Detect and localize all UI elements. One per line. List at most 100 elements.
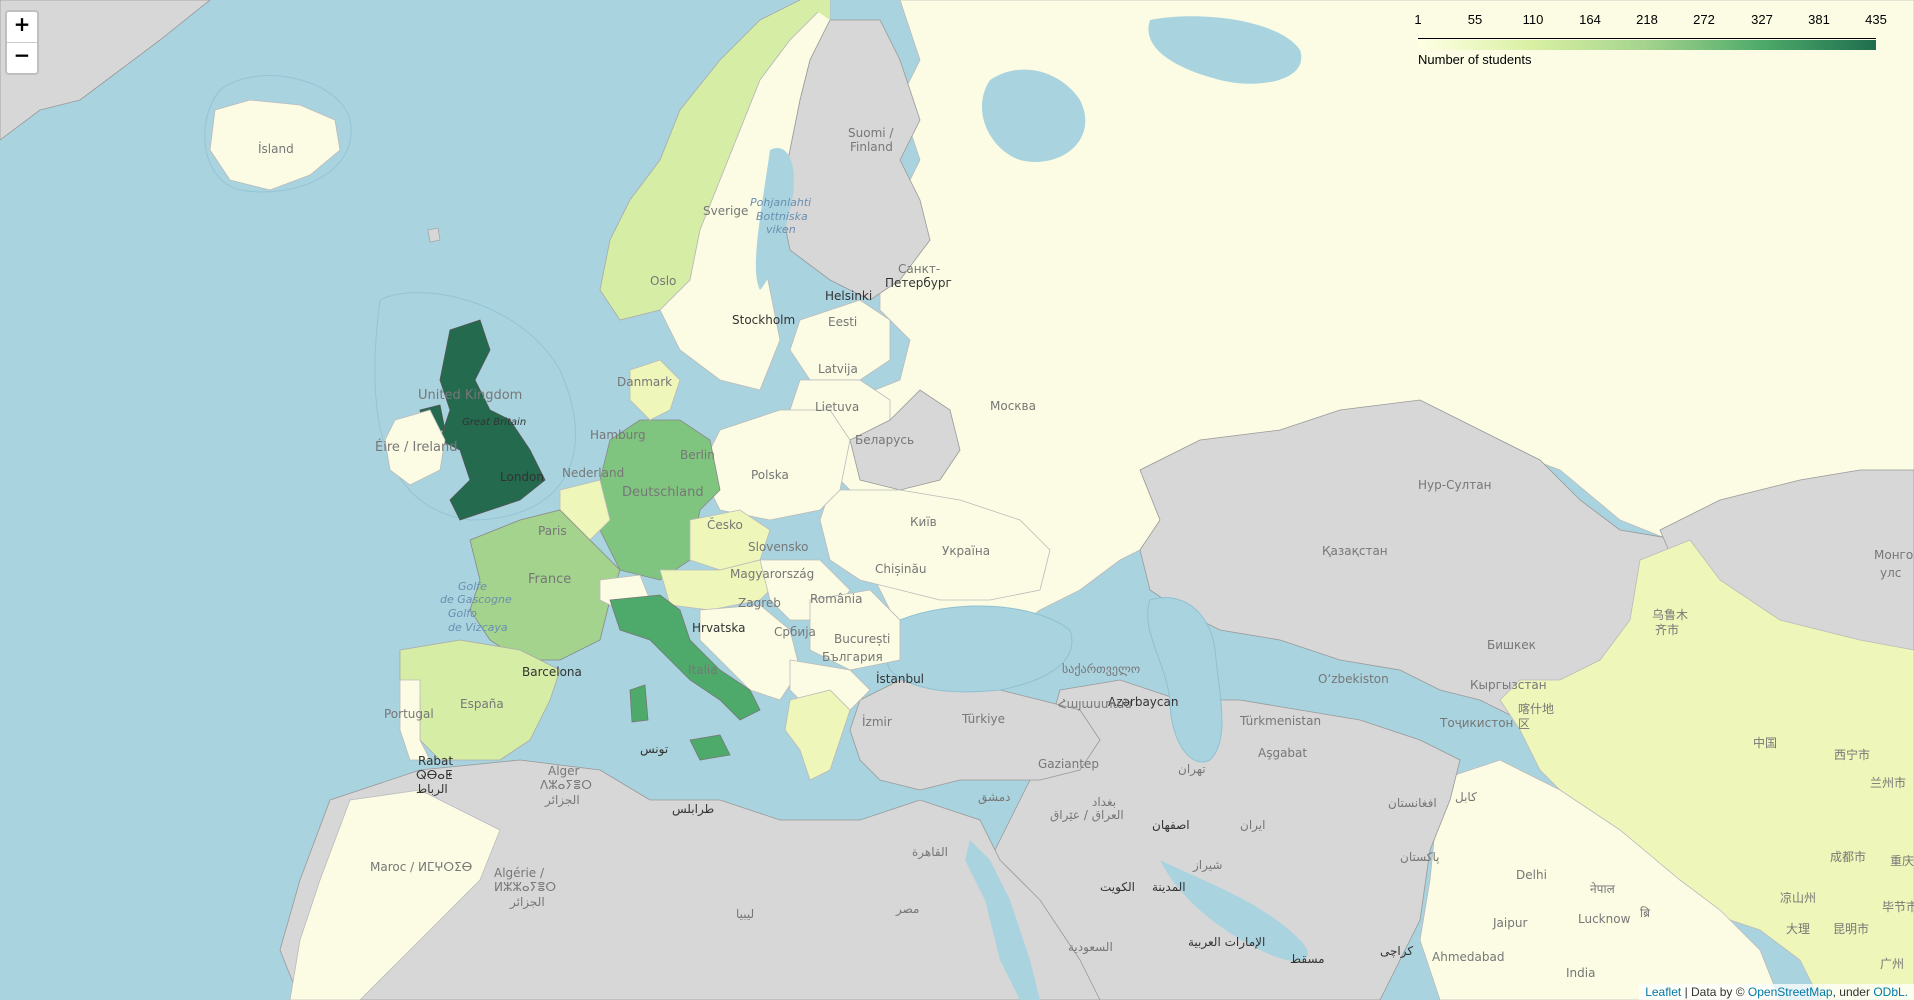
map-label: Italia xyxy=(688,663,718,677)
map-label: United Kingdom xyxy=(418,388,523,403)
region-italy xyxy=(609,594,761,721)
map-label: 喀什地 xyxy=(1518,702,1555,716)
map-label: دمشق xyxy=(978,790,1011,804)
map-label: 西宁市 xyxy=(1834,748,1871,762)
map-label: تونس xyxy=(640,742,669,756)
attribution-text: | Data by © xyxy=(1681,985,1748,999)
map-label: المدينة xyxy=(1152,880,1186,894)
region-finland xyxy=(779,19,931,301)
map-label: Pohjanlahti xyxy=(750,196,812,209)
map-label: الكويت xyxy=(1100,880,1135,894)
map-label: 大理 xyxy=(1786,922,1811,936)
map-label: Golfo xyxy=(448,607,477,620)
map-label: ⵍⵣⵣⴰⵢⴻⵔ xyxy=(494,880,557,894)
map-label: Бишкек xyxy=(1487,638,1536,652)
map-label: Zagreb xyxy=(738,596,781,610)
map-label: Ahmedabad xyxy=(1432,950,1505,964)
map-label: ليبيا xyxy=(736,907,755,921)
map-label: اصفهان xyxy=(1152,818,1190,832)
map-label: ब्रि xyxy=(1640,906,1650,920)
map-label: Česko xyxy=(707,518,743,532)
map-label: شیراز xyxy=(1193,858,1223,872)
map-label: India xyxy=(1566,966,1596,980)
map-label: España xyxy=(460,697,504,711)
legend-tick: 110 xyxy=(1522,12,1544,27)
map-label: کراچی xyxy=(1380,944,1414,958)
odbl-link[interactable]: ODbL. xyxy=(1873,985,1908,999)
map-label: Portugal xyxy=(384,707,434,721)
region-ireland xyxy=(384,409,446,486)
legend-tick: 272 xyxy=(1693,12,1715,27)
legend-tick: 55 xyxy=(1467,12,1483,27)
zoom-in-button[interactable]: + xyxy=(13,12,31,36)
map-label: پاکستان xyxy=(1400,850,1440,864)
map-label: Suomi / xyxy=(848,126,894,140)
map-label: الجزائر xyxy=(545,793,580,807)
map-label: Hamburg xyxy=(590,428,646,442)
osm-link[interactable]: OpenStreetMap xyxy=(1747,985,1833,999)
map-label: ⴷⵣⴰⵢⴻⵔ xyxy=(540,778,592,792)
map-label: İstanbul xyxy=(876,672,925,686)
map-label: Türkiye xyxy=(962,712,1005,726)
map-label: بغداد xyxy=(1092,795,1117,809)
map-label: Alger xyxy=(548,764,580,778)
legend-tick: 327 xyxy=(1751,12,1773,27)
map-label: Беларусь xyxy=(855,433,915,447)
map-label: Aşgabat xyxy=(1258,746,1308,760)
legend-tick: 435 xyxy=(1865,12,1887,27)
map-label: Danmark xyxy=(617,375,673,389)
map-label: Slovensko xyxy=(748,540,809,554)
leaflet-link[interactable]: Leaflet xyxy=(1645,985,1682,999)
attribution-text: , under xyxy=(1832,985,1874,999)
map-label: الجزائر xyxy=(510,895,545,909)
zoom-out-button[interactable]: − xyxy=(7,42,37,73)
map-label: Paris xyxy=(538,524,567,538)
map-label: Հայաստան xyxy=(1058,697,1132,711)
map-label: Türkmenistan xyxy=(1240,714,1322,728)
map-label: 乌鲁木 xyxy=(1652,608,1689,622)
map-label: Ísland xyxy=(258,142,294,156)
map-label: Latvija xyxy=(818,362,858,376)
map-label: Barcelona xyxy=(522,665,582,679)
map-label: Berlin xyxy=(680,448,715,462)
map-label: Golfe xyxy=(458,580,487,593)
map-label: 凉山州 xyxy=(1780,891,1817,905)
map-label: Chișinău xyxy=(875,562,927,576)
zoom-control: + − xyxy=(5,10,39,75)
map-label: 成都市 xyxy=(1830,850,1867,864)
map-label: Helsinki xyxy=(825,289,873,303)
legend-tick: 164 xyxy=(1579,12,1601,27)
map-label: Maroc / ⵍⵎⵖⵔⵉⴱ xyxy=(370,860,473,874)
map-label: Polska xyxy=(751,468,789,482)
map-label: Србија xyxy=(774,625,816,639)
map-label: Stockholm xyxy=(732,313,796,327)
map-label: طرابلس xyxy=(672,802,715,816)
map-label: Jaipur xyxy=(1493,916,1528,930)
map-label: Deutschland xyxy=(622,485,704,500)
map-label: تهران xyxy=(1178,762,1206,776)
map-label: 区 xyxy=(1518,717,1531,731)
map-label: Lietuva xyxy=(815,400,860,414)
map-label: viken xyxy=(766,223,796,236)
map-label: Тоҷикистон xyxy=(1440,716,1514,730)
map-label: Нур-Султан xyxy=(1418,478,1492,492)
map-label: Україна xyxy=(942,544,991,558)
map-label: افغانستان xyxy=(1388,796,1437,810)
map-label: Sverige xyxy=(703,204,749,218)
legend-tick: 218 xyxy=(1636,12,1658,27)
map-label: Петербург xyxy=(885,276,952,290)
map-label: 兰州市 xyxy=(1870,776,1907,790)
map-label: България xyxy=(822,650,883,664)
map-label: Éire / Ireland xyxy=(375,440,458,455)
map-label: Қазақстан xyxy=(1322,544,1388,558)
map-label: Azərbaycan xyxy=(1108,695,1179,709)
map-label: İzmir xyxy=(862,715,892,729)
map-label: de Vizcaya xyxy=(448,621,508,634)
map-label: Delhi xyxy=(1516,868,1547,882)
map-label: السعودية xyxy=(1068,940,1113,954)
color-legend: 1 55 110 164 218 272 327 381 435 Number … xyxy=(1412,10,1886,67)
map-label: Санкт- xyxy=(898,262,941,276)
legend-tick: 381 xyxy=(1808,12,1830,27)
